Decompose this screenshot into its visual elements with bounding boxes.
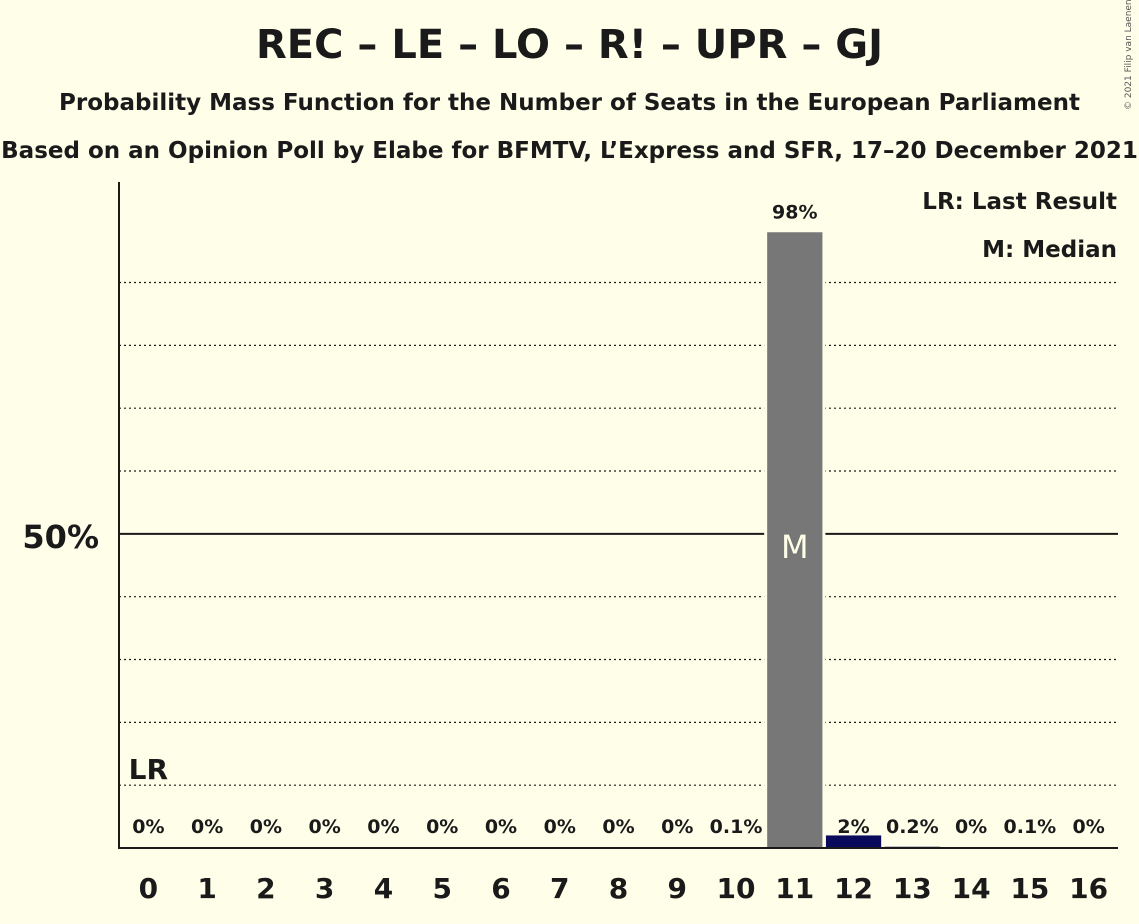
y-tick-label: 50% — [22, 518, 99, 556]
bar-seat-11 — [767, 232, 823, 848]
chart-source: Based on an Opinion Poll by Elabe for BF… — [1, 138, 1138, 164]
bar-value-label-14: 0% — [955, 816, 987, 838]
bars — [708, 229, 1058, 848]
bar-value-label-4: 0% — [367, 816, 399, 838]
x-tick-labels: 0 1 2 3 4 5 6 7 8 9 10 11 12 13 14 15 16 — [139, 872, 1108, 905]
bar-value-label-11: 98% — [772, 201, 817, 223]
chart-title: REC – LE – LO – R! – UPR – GJ — [256, 22, 883, 68]
gridlines — [119, 281, 1118, 786]
x-tick-4: 4 — [374, 872, 393, 905]
x-tick-7: 7 — [550, 872, 569, 905]
bar-value-label-13: 0.2% — [886, 816, 939, 838]
x-tick-14: 14 — [952, 872, 991, 905]
x-tick-5: 5 — [432, 872, 451, 905]
x-tick-9: 9 — [668, 872, 687, 905]
bar-value-label-10: 0.1% — [710, 816, 763, 838]
chart-subtitle: Probability Mass Function for the Number… — [59, 90, 1080, 116]
legend-last-result: LR: Last Result — [922, 189, 1117, 215]
x-tick-10: 10 — [717, 872, 756, 905]
x-tick-12: 12 — [834, 872, 873, 905]
bar-value-label-7: 0% — [544, 816, 576, 838]
legend-median: M: Median — [982, 237, 1117, 263]
bar-seat-12 — [825, 835, 882, 848]
x-tick-15: 15 — [1010, 872, 1049, 905]
bar-value-label-6: 0% — [485, 816, 517, 838]
bar-value-label-3: 0% — [309, 816, 341, 838]
x-tick-16: 16 — [1069, 872, 1108, 905]
x-tick-8: 8 — [609, 872, 628, 905]
x-tick-0: 0 — [139, 872, 158, 905]
bar-value-label-5: 0% — [426, 816, 458, 838]
last-result-marker: LR — [129, 753, 168, 786]
bar-labels: 0% 0% 0% 0% 0% 0% 0% 0% 0% 0% 0.1% 98% 2% 0.2% 0% 0.1% 0… — [129, 201, 1105, 838]
bar-value-label-2: 0% — [250, 816, 282, 838]
bar-value-label-15: 0.1% — [1004, 816, 1057, 838]
x-tick-11: 11 — [775, 872, 814, 905]
x-tick-3: 3 — [315, 872, 334, 905]
bar-value-label-1: 0% — [191, 816, 223, 838]
x-tick-2: 2 — [256, 872, 275, 905]
bar-value-label-12: 2% — [837, 816, 869, 838]
bar-value-label-16: 0% — [1072, 816, 1104, 838]
x-tick-1: 1 — [197, 872, 216, 905]
median-marker: M — [781, 528, 809, 566]
bar-value-label-9: 0% — [661, 816, 693, 838]
bar-value-label-0: 0% — [132, 816, 164, 838]
x-tick-13: 13 — [893, 872, 932, 905]
bar-value-label-8: 0% — [602, 816, 634, 838]
x-tick-6: 6 — [491, 872, 510, 905]
